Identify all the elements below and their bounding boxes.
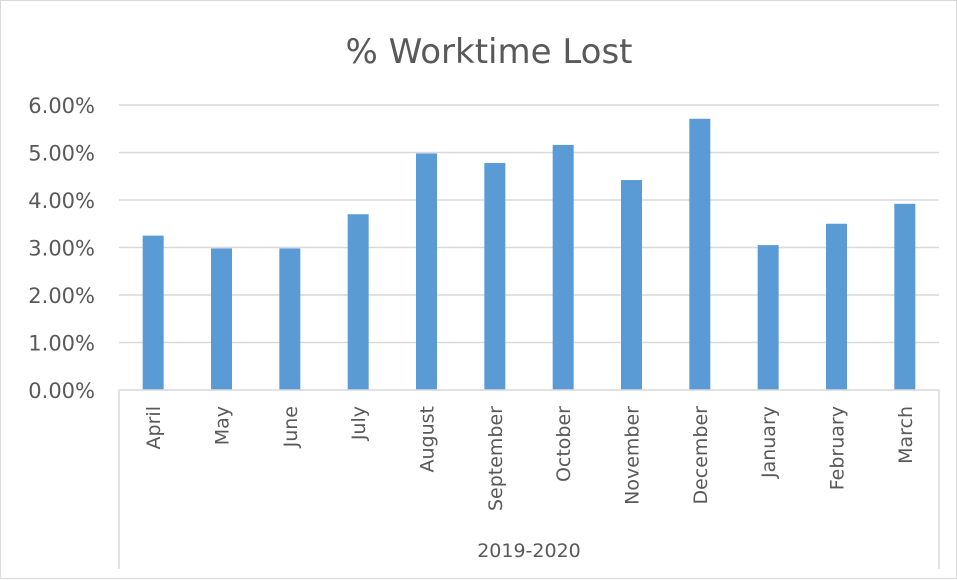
x-tick-label: January xyxy=(758,406,780,479)
gridlines xyxy=(119,104,939,344)
x-tick-label: February xyxy=(827,406,849,490)
bar xyxy=(211,248,232,390)
x-tick-label: July xyxy=(348,406,370,441)
bar xyxy=(894,203,916,390)
bar xyxy=(279,248,301,390)
x-tick-label: March xyxy=(895,406,917,464)
x-tick-label: June xyxy=(280,406,302,448)
y-tick-label: 2.00% xyxy=(28,284,95,308)
x-axis: April May June July August September October No… xyxy=(118,389,940,569)
bar xyxy=(416,153,437,390)
x-tick-label: October xyxy=(553,406,575,482)
x-tick-label: September xyxy=(485,406,507,511)
x-tick-label: December xyxy=(690,406,712,505)
bar xyxy=(484,162,506,390)
x-tick-label: August xyxy=(417,406,439,473)
bars xyxy=(142,118,916,391)
x-tick-label: May xyxy=(212,406,234,445)
bar xyxy=(552,144,574,390)
bar xyxy=(142,235,164,390)
x-tick-label: November xyxy=(622,406,644,505)
bar xyxy=(621,180,642,390)
bar xyxy=(826,223,847,390)
chart-title: % Worktime Lost xyxy=(345,32,632,72)
x-tick-label: April xyxy=(143,406,165,449)
y-tick-label: 6.00% xyxy=(28,94,95,118)
y-tick-label: 1.00% xyxy=(28,332,95,356)
category-group-label: 2019-2020 xyxy=(477,540,581,562)
y-tick-label: 0.00% xyxy=(28,379,95,403)
y-axis: 0.00% 1.00% 2.00% 3.00% 4.00% 5.00% 6.00% xyxy=(28,94,95,403)
bar xyxy=(757,245,779,390)
y-tick-label: 4.00% xyxy=(28,189,95,213)
bar xyxy=(689,118,711,391)
bar xyxy=(347,214,369,390)
y-tick-label: 5.00% xyxy=(28,142,95,166)
y-tick-label: 3.00% xyxy=(28,237,95,261)
